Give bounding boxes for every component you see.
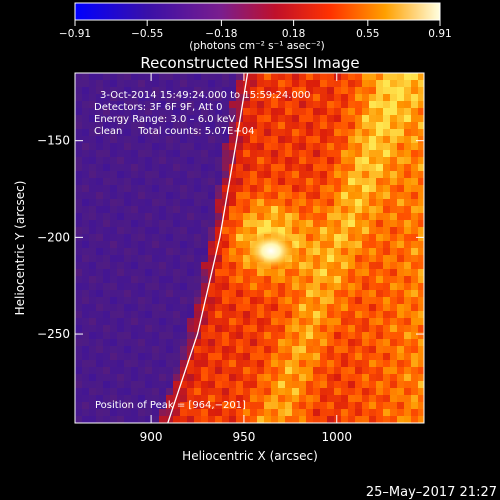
y-tick-label: −250 bbox=[37, 327, 70, 341]
peak-position-label: Position of Peak = [964,−201] bbox=[95, 400, 246, 411]
plot-frame bbox=[74, 72, 425, 424]
colorbar bbox=[75, 3, 440, 20]
x-axis-label: Heliocentric X (arcsec) bbox=[182, 449, 318, 463]
info-line-energy: Energy Range: 3.0 – 6.0 keV bbox=[94, 114, 235, 125]
colorbar-tick-label: −0.55 bbox=[131, 28, 163, 40]
colorbar-tick-label: 0.91 bbox=[428, 28, 451, 40]
y-axis: −150 −200 −250 bbox=[37, 134, 424, 341]
colorbar-tick-label: 0.18 bbox=[282, 28, 305, 40]
colorbar-tick-label: 0.55 bbox=[356, 28, 379, 40]
x-tick-label: 950 bbox=[232, 430, 255, 444]
colorbar-tick-label: −0.91 bbox=[59, 28, 91, 40]
y-axis-label: Heliocentric Y (arcsec) bbox=[13, 181, 27, 316]
footer-date: 25–May–2017 21:27 bbox=[366, 485, 497, 500]
colorbar-ticks: −0.91 −0.55 −0.18 0.18 0.55 0.91 bbox=[59, 20, 452, 40]
x-tick-label: 900 bbox=[140, 430, 163, 444]
x-axis: 900 950 1000 bbox=[140, 73, 352, 444]
heatmap-image bbox=[75, 73, 424, 423]
solar-limb-line bbox=[167, 73, 249, 423]
info-line-detectors: Detectors: 3F 6F 9F, Att 0 bbox=[94, 102, 222, 113]
colorbar-label: (photons cm⁻² s⁻¹ asec⁻²) bbox=[189, 40, 324, 52]
peak-source bbox=[245, 231, 297, 271]
x-tick-label: 1000 bbox=[321, 430, 352, 444]
colorbar-tick-label: −0.18 bbox=[205, 28, 237, 40]
y-tick-label: −150 bbox=[37, 134, 70, 148]
info-line-time: 3-Oct-2014 15:49:24.000 to 15:59:24.000 bbox=[100, 90, 311, 101]
chart-title: Reconstructed RHESSI Image bbox=[140, 54, 359, 72]
y-tick-label: −200 bbox=[37, 230, 70, 244]
info-line-counts: Clean Total counts: 5.07E+04 bbox=[94, 126, 254, 137]
